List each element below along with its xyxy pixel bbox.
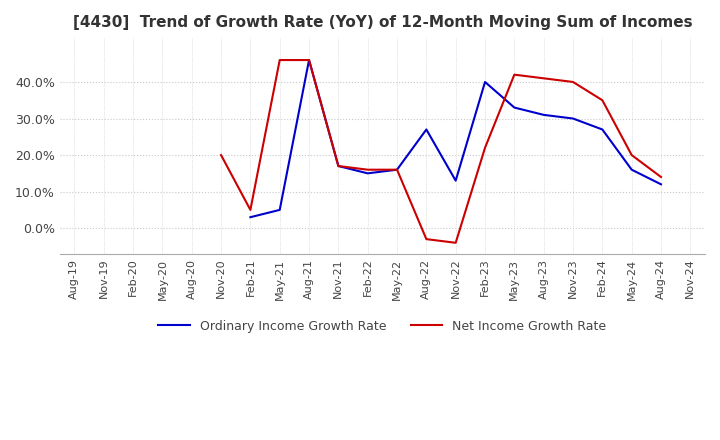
Ordinary Income Growth Rate: [246, 215, 255, 220]
Net Income Growth Rate: [627, 152, 636, 158]
Net Income Growth Rate: [305, 57, 313, 62]
Net Income Growth Rate: [539, 76, 548, 81]
Title: [4430]  Trend of Growth Rate (YoY) of 12-Month Moving Sum of Incomes: [4430] Trend of Growth Rate (YoY) of 12-…: [73, 15, 692, 30]
Ordinary Income Growth Rate: [422, 127, 431, 132]
Ordinary Income Growth Rate: [627, 167, 636, 172]
Ordinary Income Growth Rate: [305, 57, 313, 62]
Line: Ordinary Income Growth Rate: Ordinary Income Growth Rate: [251, 60, 661, 217]
Ordinary Income Growth Rate: [539, 112, 548, 117]
Net Income Growth Rate: [598, 98, 607, 103]
Ordinary Income Growth Rate: [364, 171, 372, 176]
Ordinary Income Growth Rate: [334, 163, 343, 169]
Ordinary Income Growth Rate: [510, 105, 518, 110]
Net Income Growth Rate: [246, 207, 255, 213]
Net Income Growth Rate: [657, 174, 665, 180]
Ordinary Income Growth Rate: [481, 79, 490, 84]
Legend: Ordinary Income Growth Rate, Net Income Growth Rate: Ordinary Income Growth Rate, Net Income …: [153, 315, 611, 338]
Ordinary Income Growth Rate: [569, 116, 577, 121]
Line: Net Income Growth Rate: Net Income Growth Rate: [221, 60, 661, 243]
Net Income Growth Rate: [275, 57, 284, 62]
Ordinary Income Growth Rate: [392, 167, 401, 172]
Ordinary Income Growth Rate: [657, 182, 665, 187]
Net Income Growth Rate: [364, 167, 372, 172]
Net Income Growth Rate: [569, 79, 577, 84]
Net Income Growth Rate: [510, 72, 518, 77]
Net Income Growth Rate: [422, 236, 431, 242]
Ordinary Income Growth Rate: [451, 178, 460, 183]
Net Income Growth Rate: [481, 145, 490, 150]
Net Income Growth Rate: [392, 167, 401, 172]
Ordinary Income Growth Rate: [275, 207, 284, 213]
Net Income Growth Rate: [217, 152, 225, 158]
Ordinary Income Growth Rate: [598, 127, 607, 132]
Net Income Growth Rate: [451, 240, 460, 246]
Net Income Growth Rate: [334, 163, 343, 169]
